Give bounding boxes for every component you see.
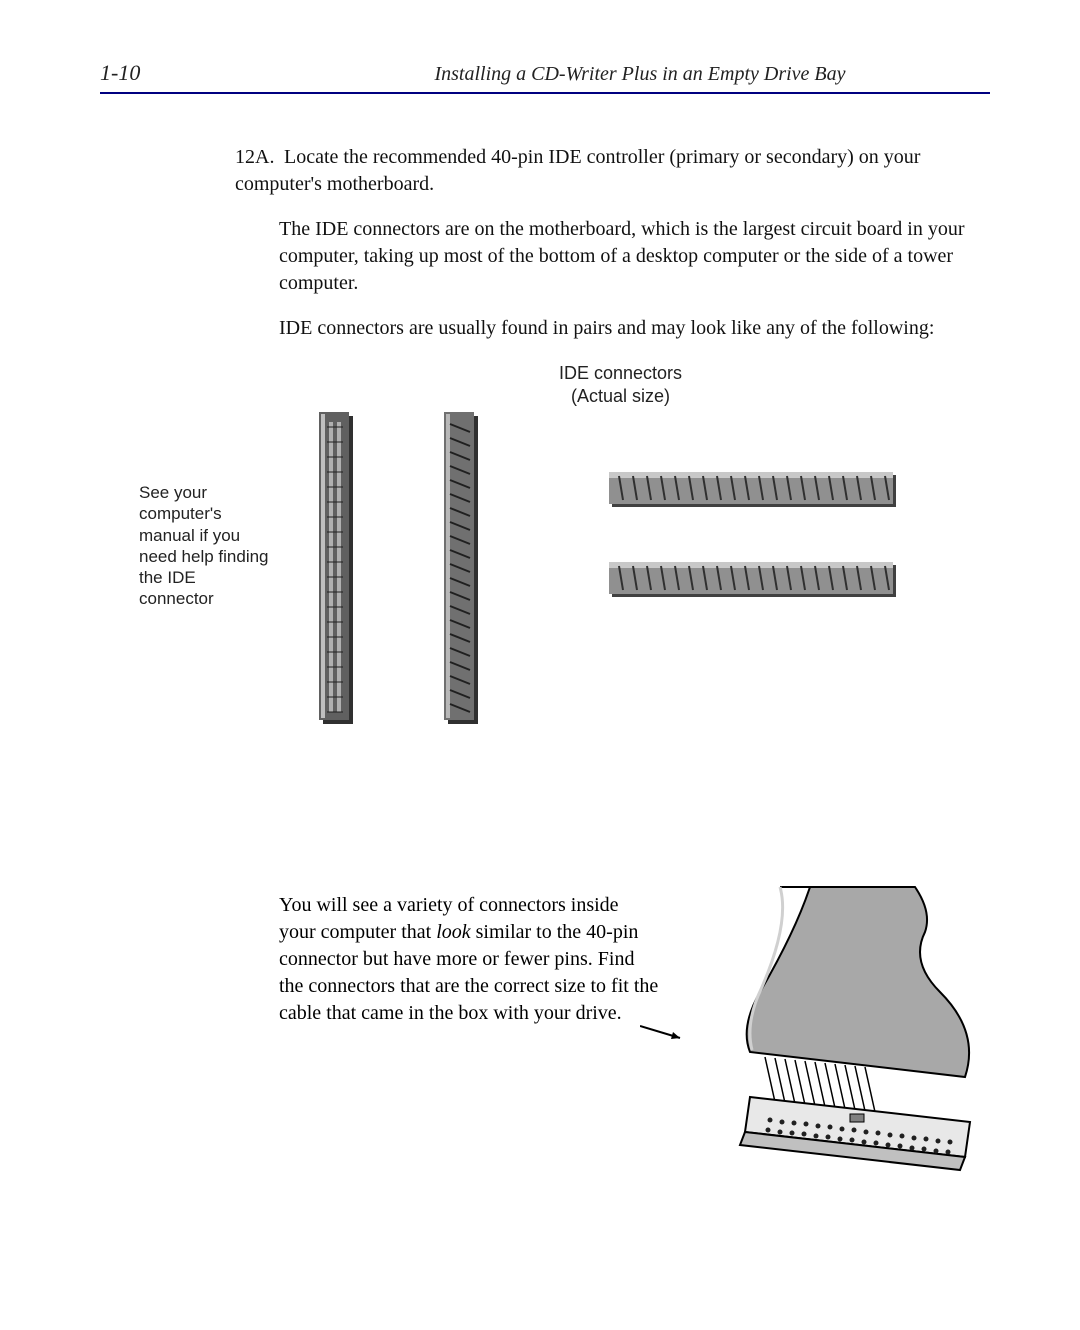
cable-figure — [680, 882, 990, 1182]
ide-connector-vertical-1 — [319, 412, 361, 732]
connector-label-line2: (Actual size) — [571, 386, 670, 406]
ide-connector-horizontal-1 — [609, 472, 899, 510]
cable-svg — [680, 882, 990, 1182]
side-note: See your computer's manual if you need h… — [139, 482, 274, 610]
ide-connector-horizontal-2 — [609, 562, 899, 600]
step-12a-para1: 12A. Locate the recommended 40-pin IDE c… — [235, 144, 990, 198]
connector-svg — [609, 472, 899, 510]
page-header: 1-10 Installing a CD-Writer Plus in an E… — [100, 60, 990, 94]
step-12a-para2: The IDE connectors are on the motherboar… — [279, 216, 990, 297]
arrow-icon — [640, 1022, 690, 1042]
connector-svg — [444, 412, 486, 732]
step-12a-para3: IDE connectors are usually found in pair… — [279, 315, 990, 342]
para1-text: Locate the recommended 40-pin IDE contro… — [235, 146, 920, 195]
manual-page: 1-10 Installing a CD-Writer Plus in an E… — [0, 0, 1080, 1242]
lower-text: You will see a variety of connectors ins… — [279, 882, 660, 1182]
ide-connector-vertical-2 — [444, 412, 486, 732]
connector-svg — [609, 562, 899, 600]
header-title: Installing a CD-Writer Plus in an Empty … — [290, 63, 990, 86]
connector-label-line1: IDE connectors — [559, 363, 682, 383]
page-number: 1-10 — [100, 60, 290, 86]
ide-connector-figure: See your computer's manual if you need h… — [279, 362, 990, 792]
connector-svg — [319, 412, 361, 732]
body-column: 12A. Locate the recommended 40-pin IDE c… — [235, 144, 990, 1182]
lower-section: You will see a variety of connectors ins… — [279, 882, 990, 1182]
margin-column — [100, 144, 235, 1182]
lower-text-em: look — [436, 921, 470, 943]
content-row: 12A. Locate the recommended 40-pin IDE c… — [100, 144, 990, 1182]
connector-label: IDE connectors (Actual size) — [559, 362, 682, 409]
step-label: 12A. — [235, 144, 279, 171]
